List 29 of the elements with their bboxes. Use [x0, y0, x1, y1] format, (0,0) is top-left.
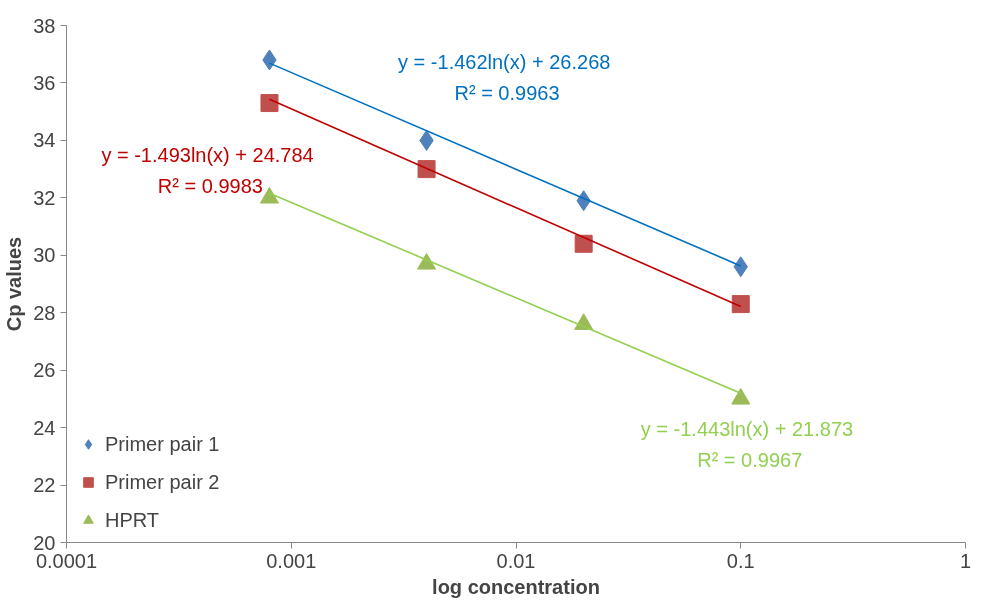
x-tick-label: 1 — [959, 549, 972, 572]
x-tick-label: 0.01 — [496, 549, 536, 572]
y-tick-label: 38 — [33, 14, 56, 37]
legend-label: HPRT — [105, 508, 160, 532]
point — [731, 295, 750, 314]
y-tick-label: 34 — [33, 129, 56, 152]
y-tick-label: 26 — [33, 359, 56, 382]
annotation: y = -1.443ln(x) + 21.873 — [640, 417, 854, 440]
legend-label: Primer pair 2 — [105, 470, 220, 494]
y-tick-label: 24 — [33, 416, 56, 439]
point — [417, 253, 437, 270]
annotation: R² = 0.9963 — [454, 81, 560, 104]
annotation: R² = 0.9983 — [157, 174, 263, 197]
annotation: R² = 0.9967 — [697, 448, 803, 471]
point — [731, 388, 751, 405]
point — [260, 94, 279, 113]
y-tick-label: 30 — [33, 244, 56, 267]
y-tick-label: 32 — [33, 186, 56, 209]
x-tick-label: 0.1 — [726, 549, 755, 572]
y-axis-title: Cp values — [3, 236, 26, 332]
annotation: y = -1.462ln(x) + 26.268 — [398, 50, 611, 73]
y-tick-label: 28 — [33, 301, 56, 324]
y-tick-label: 36 — [33, 71, 56, 94]
y-tick-label: 22 — [33, 474, 56, 497]
x-axis-title: log concentration — [432, 575, 600, 598]
annotation: y = -1.493ln(x) + 24.784 — [101, 143, 314, 166]
legend-label: Primer pair 1 — [105, 432, 220, 456]
x-tick-label: 0.001 — [266, 549, 317, 572]
point — [574, 234, 593, 253]
